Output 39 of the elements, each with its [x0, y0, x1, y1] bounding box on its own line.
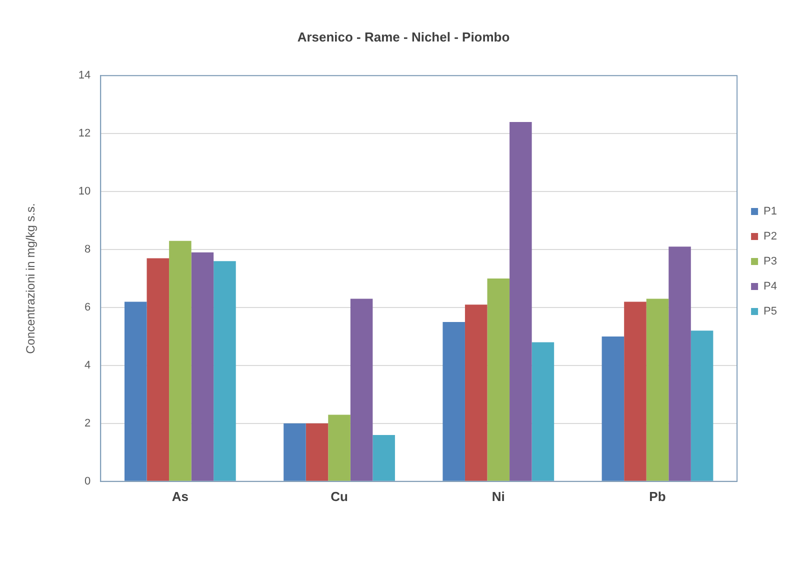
bar	[487, 278, 510, 481]
bar	[191, 252, 214, 481]
bar	[169, 240, 192, 481]
y-tick-label: 8	[84, 244, 91, 256]
legend-label: P2	[764, 230, 778, 243]
y-tick-label: 12	[78, 128, 91, 140]
bar	[690, 330, 714, 481]
bar	[306, 423, 328, 481]
legend-label: P1	[764, 206, 778, 218]
y-tick-label: 0	[84, 475, 91, 488]
legend-label: P5	[764, 306, 778, 318]
bar	[668, 246, 691, 481]
y-tick-label: 4	[84, 359, 91, 372]
bar	[124, 302, 147, 481]
bar	[602, 336, 624, 481]
bar	[214, 261, 236, 481]
bar	[328, 414, 350, 481]
bar	[510, 122, 532, 481]
chart-title: Arsenico - Rame - Nichel - Piombo	[297, 29, 510, 44]
y-tick-label: 6	[84, 302, 91, 314]
bar	[464, 304, 488, 481]
bar	[532, 342, 554, 481]
y-tick-label: 10	[78, 186, 91, 198]
y-tick-label: 2	[84, 417, 91, 430]
bar	[646, 298, 669, 481]
bar	[442, 322, 465, 481]
y-tick-label: 14	[78, 70, 91, 82]
x-tick-label: Pb	[649, 488, 666, 504]
x-tick-label: Ni	[492, 488, 505, 504]
y-axis-title: Concentrazioni in mg/kg s.s.	[24, 203, 38, 354]
bar	[284, 423, 306, 481]
x-tick-label: Cu	[330, 488, 348, 504]
bar	[372, 435, 395, 481]
bar	[350, 298, 373, 481]
bar	[624, 302, 646, 481]
x-tick-label: As	[172, 488, 188, 504]
legend-label: P4	[764, 280, 778, 293]
bar	[146, 258, 170, 481]
legend-label: P3	[764, 256, 778, 268]
